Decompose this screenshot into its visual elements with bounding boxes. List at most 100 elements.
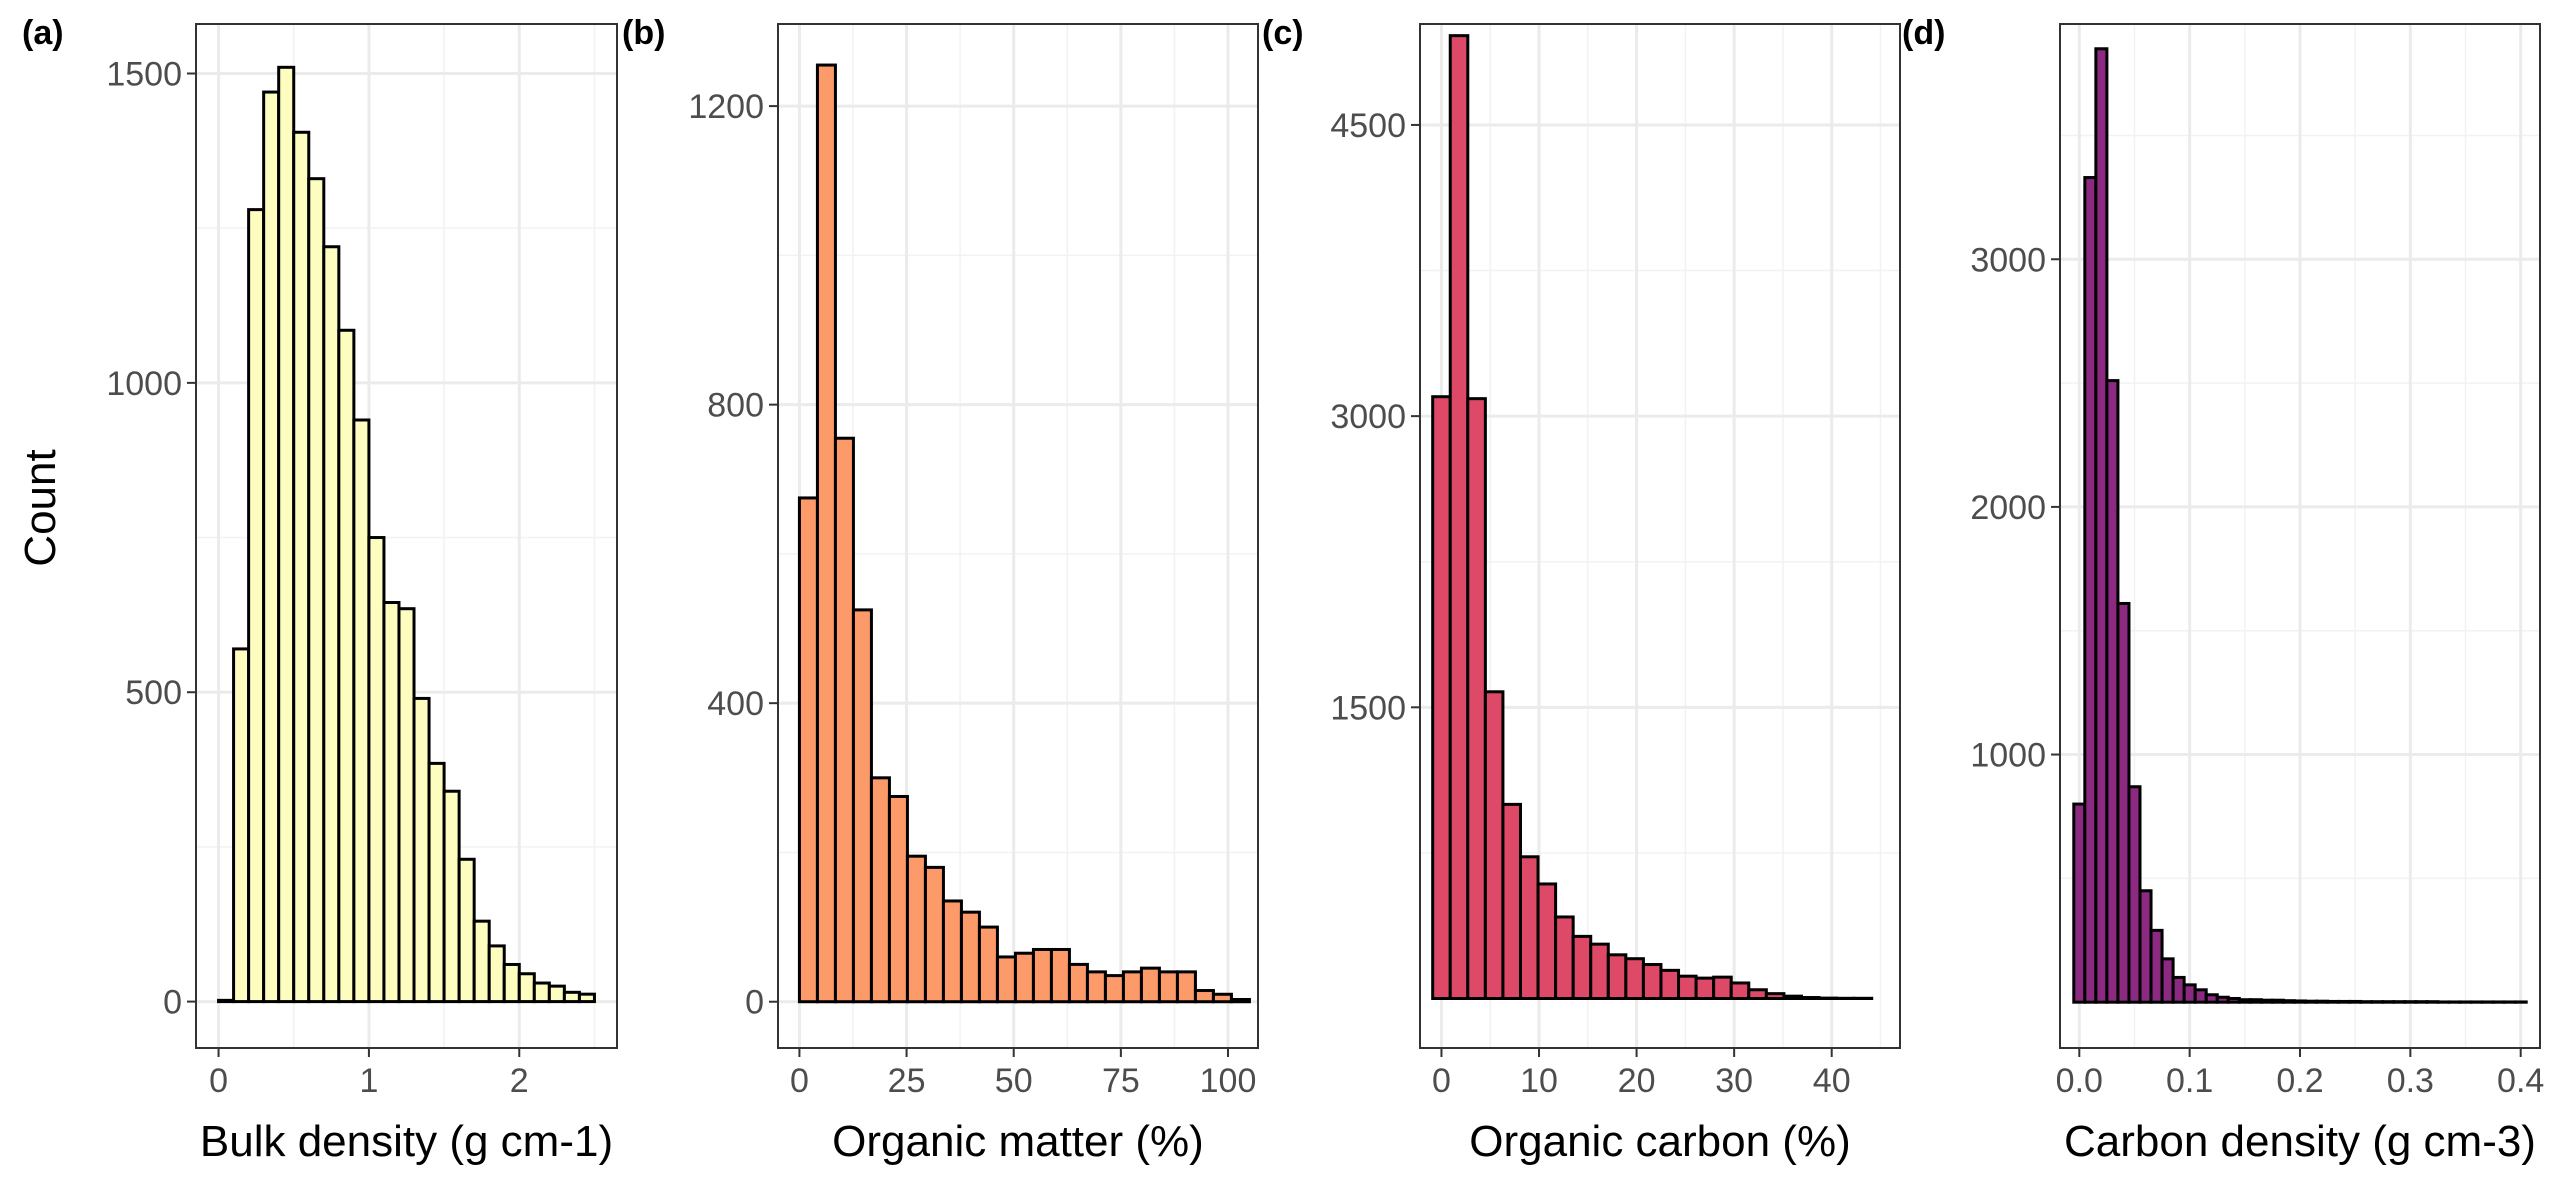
histogram-bar xyxy=(1677,974,1698,1000)
histogram-bar xyxy=(1448,34,1470,1000)
panel-border xyxy=(1419,23,1901,1049)
histogram-bar xyxy=(1518,855,1540,1000)
histogram-bar xyxy=(277,65,296,1004)
histogram-bar xyxy=(2160,957,2175,1004)
histogram-bar xyxy=(1431,395,1452,1000)
y-tick-label: 1500 xyxy=(1330,689,1406,727)
histogram-bar xyxy=(307,177,326,1004)
y-axis-title: Count xyxy=(16,449,65,566)
histogram-bar xyxy=(2138,889,2153,1004)
histogram-bar xyxy=(2193,988,2208,1004)
histogram-bar xyxy=(2304,999,2319,1004)
y-tick-label: 0 xyxy=(163,984,182,1022)
histogram-bar xyxy=(532,981,551,1004)
plot-area xyxy=(1420,24,1900,1048)
histogram-bar xyxy=(2127,785,2142,1004)
histogram-bar xyxy=(1175,970,1197,1004)
histogram-bar xyxy=(1121,970,1143,1004)
histogram-bar xyxy=(1193,989,1215,1004)
histogram-bar xyxy=(337,328,356,1004)
histogram-bar xyxy=(2337,999,2352,1004)
x-axis-title: Carbon density (g cm-3) xyxy=(2064,1117,2536,1166)
plot-area xyxy=(2060,24,2540,1048)
histogram-bar xyxy=(1712,975,1733,1000)
histogram-bar xyxy=(2116,601,2131,1004)
histogram-bar xyxy=(2094,47,2109,1004)
histogram-bar xyxy=(262,90,281,1004)
histogram-bar xyxy=(1747,988,1768,1000)
x-tick-label: 0.2 xyxy=(2276,1062,2323,1100)
y-tick-label: 0 xyxy=(745,984,764,1022)
histogram-bar xyxy=(1536,882,1558,1000)
histogram-bar xyxy=(472,919,491,1004)
histogram-bar xyxy=(547,984,566,1004)
histogram-bar xyxy=(1139,966,1161,1004)
x-tick-label: 0.4 xyxy=(2497,1062,2544,1100)
histogram-bar xyxy=(869,776,891,1004)
y-tick-label: 4500 xyxy=(1330,107,1406,145)
histogram-bar xyxy=(1729,981,1751,1000)
histogram-bar xyxy=(887,794,909,1004)
panel-label: (d) xyxy=(1902,14,1945,52)
histogram-bar xyxy=(2315,999,2330,1004)
histogram-bar xyxy=(292,130,311,1004)
histogram-bar xyxy=(517,972,536,1004)
x-axis-title: Organic carbon (%) xyxy=(1469,1117,1850,1166)
panel-label: (b) xyxy=(622,14,665,52)
histogram-bar xyxy=(923,865,945,1004)
x-tick-label: 40 xyxy=(1813,1062,1851,1100)
histogram-bar xyxy=(2259,998,2274,1004)
x-tick-label: 20 xyxy=(1618,1062,1656,1100)
panel-label: (c) xyxy=(1262,14,1304,52)
histogram-bar xyxy=(247,208,266,1004)
histogram-bar xyxy=(2281,999,2296,1004)
x-tick-label: 100 xyxy=(1200,1062,1257,1100)
histogram-bar xyxy=(352,418,371,1004)
histogram-bar xyxy=(1799,996,1821,1000)
histogram-bar xyxy=(2072,802,2087,1004)
x-tick-label: 30 xyxy=(1715,1062,1753,1100)
histogram-bar xyxy=(1013,951,1035,1004)
y-tick-label: 400 xyxy=(707,685,764,723)
histogram-bar xyxy=(2348,999,2363,1004)
y-tick-label: 2000 xyxy=(1970,489,2046,527)
histogram-bar xyxy=(1085,970,1107,1004)
x-tick-label: 0.3 xyxy=(2387,1062,2434,1100)
histogram-bar xyxy=(1624,957,1645,1000)
histogram-bar xyxy=(217,998,236,1004)
histogram-bar xyxy=(977,925,999,1004)
histogram-bar xyxy=(412,696,431,1004)
x-tick-label: 2 xyxy=(510,1062,529,1100)
histogram-bar xyxy=(1049,947,1071,1004)
histogram-bar xyxy=(487,944,506,1004)
histogram-bar xyxy=(2215,995,2230,1004)
y-tick-label: 1200 xyxy=(688,88,764,126)
histogram-bar xyxy=(1501,802,1522,1000)
x-axis-title: Bulk density (g cm-1) xyxy=(200,1117,613,1166)
histogram-bar xyxy=(2326,999,2341,1004)
plot-area xyxy=(196,24,617,1048)
panel-label: (a) xyxy=(22,14,64,52)
histogram-bar xyxy=(1659,968,1681,1000)
histogram-bar xyxy=(232,647,251,1004)
histogram-bar xyxy=(941,899,963,1004)
histogram-bar xyxy=(797,496,819,1004)
x-tick-label: 0.1 xyxy=(2166,1062,2213,1100)
x-tick-label: 0.0 xyxy=(2056,1062,2103,1100)
y-tick-label: 3000 xyxy=(1330,398,1406,436)
histogram-bar xyxy=(2237,998,2252,1004)
histogram-bar xyxy=(1483,690,1505,1000)
histogram-bar xyxy=(1067,962,1089,1004)
histogram-bar xyxy=(2226,996,2241,1004)
histogram-bar xyxy=(851,608,873,1004)
histogram-bar xyxy=(2083,176,2098,1004)
histogram-bar xyxy=(1606,953,1628,1000)
histogram-bar xyxy=(2182,983,2197,1004)
histogram-bar xyxy=(1229,997,1251,1004)
panel-3: (c) 0 10 20 30 40 1500 3000 4500 Organic carbon (… xyxy=(1262,14,1901,1166)
panel-border xyxy=(777,23,1259,1049)
histogram-bar xyxy=(1157,970,1179,1004)
histogram-bar xyxy=(397,607,416,1004)
